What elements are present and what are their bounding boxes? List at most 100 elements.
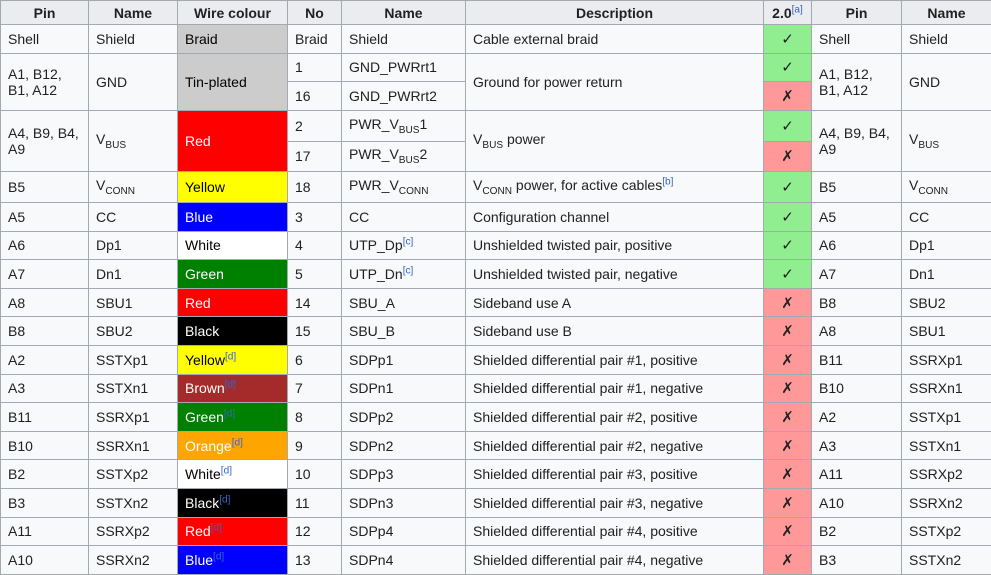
reference-link[interactable]: [a] [791,3,803,15]
signal-name-cell: Shield [341,24,466,54]
name-cell-right: SSRXn2 [901,487,991,518]
text: SBU_A [349,294,395,311]
text: SSTXn2 [96,494,149,511]
column-header-description: Description [465,0,764,25]
name-cell: Shield [88,24,178,54]
wire-colour-cell: White [177,230,288,261]
text: SBU2 [909,294,946,311]
pin-cell: B3 [0,487,89,518]
signal-name-cell: GND_PWRrt2 [341,81,466,111]
text: Blue [185,552,214,569]
wire-colour-cell: Red[d] [177,516,288,547]
name-cell-right: VBUS [901,109,991,173]
wire-number-cell: 3 [287,202,342,232]
signal-name-cell: UTP_Dp[c] [341,230,466,261]
reference-link[interactable]: [d] [220,465,233,477]
usb2-support-cell: ✗ [763,316,812,346]
text: Cable external braid [473,30,599,47]
name-cell: SSTXp1 [88,345,178,375]
text: Ground for power return [473,73,623,90]
text: SSRXp1 [96,408,150,425]
table-row-dn1: A7 Dn1 Green 5 UTP_Dn[c] Unshielded twis… [0,259,991,289]
usb2-support-cell: ✗ [763,545,812,575]
text: V [909,177,919,194]
description-cell: Shielded differential pair #3, negative [465,487,764,518]
pin-cell-right: A2 [811,402,902,432]
subscript-text: CONN [398,186,429,198]
reference-link[interactable]: [d] [224,379,236,391]
usb2-support-cell: ✗ [763,287,812,318]
reference-link[interactable]: [b] [662,176,674,188]
wire-number-cell: 17 [287,140,342,173]
text: Shielded differential pair #4, negative [473,552,704,569]
text: GND [96,73,128,90]
name-cell-right: Dp1 [901,230,991,261]
reference-link[interactable]: [d] [219,494,231,506]
text: Shielded differential pair #3, negative [473,494,704,511]
text: SSRXp2 [909,466,963,483]
description-cell: Cable external braid [465,24,764,54]
wire-colour-cell: Green[d] [177,402,288,432]
header-row: Pin Name Wire colour No Name Description… [0,0,991,25]
pin-cell: A7 [0,259,89,289]
text: Orange [185,437,232,454]
table-row-ssrxn2: A10 SSRXn2 Blue[d] 13 SDPn4 Shielded dif… [0,545,991,575]
pin-cell: B5 [0,171,89,204]
text: SSTXn2 [909,552,962,569]
text: power [503,131,546,148]
text: Sideband use A [473,294,572,311]
text: Braid [185,30,218,47]
wire-number-cell: 4 [287,230,342,261]
text: SSTXn1 [909,437,962,454]
reference-link[interactable]: [c] [402,236,414,248]
reference-link[interactable]: [d] [231,436,243,448]
name-cell-right: Shield [901,24,991,54]
usb2-support-cell: ✗ [763,459,812,489]
usb2-support-cell: ✗ [763,402,812,432]
signal-name-cell: GND_PWRrt1 [341,52,466,83]
text: Black [185,323,220,340]
subscript-text: BUS [398,155,420,167]
description-cell: Ground for power return [465,52,764,111]
usb2-support-cell: ✗ [763,516,812,547]
reference-link[interactable]: [d] [223,408,236,420]
pin-cell: A3 [0,373,89,404]
signal-name-cell: CC [341,202,466,232]
name-cell-right: CC [901,202,991,232]
text: White [185,237,221,254]
pin-cell-right: B3 [811,545,902,575]
text: Shielded differential pair #1, positive [473,351,698,368]
text: 1 [419,115,428,132]
pin-cell: B11 [0,402,89,432]
signal-name-cell: PWR_VBUS2 [341,140,466,173]
usb2-support-cell: ✗ [763,81,812,111]
text: Shield [909,30,948,47]
reference-link[interactable]: [d] [213,551,225,563]
table-row-sstxp1: A2 SSTXp1 Yellow[d] 6 SDPp1 Shielded dif… [0,345,991,375]
text: UTP_Dn [349,266,403,283]
text: SSTXn1 [96,380,149,397]
pin-cell-right: A3 [811,430,902,461]
description-cell: Shielded differential pair #1, positive [465,345,764,375]
text: CC [909,208,930,225]
text: SBU_B [349,323,395,340]
usb2-support-cell: ✗ [763,345,812,375]
subscript-text: BUS [105,139,127,151]
name-cell-right: SSRXn1 [901,373,991,404]
name-cell-right: SBU2 [901,287,991,318]
text: SSRXp2 [96,523,150,540]
description-cell: Shielded differential pair #4, positive [465,516,764,547]
reference-link[interactable]: [d] [224,351,237,363]
reference-link[interactable]: [d] [210,522,222,534]
name-cell: SSRXn2 [88,545,178,575]
pin-cell-right: A6 [811,230,902,261]
wire-colour-cell: Blue [177,202,288,232]
name-cell-right: SSRXp2 [901,459,991,489]
text: Dn1 [96,266,122,283]
pin-cell-right: B8 [811,287,902,318]
reference-link[interactable]: [c] [402,265,414,277]
wire-colour-cell: Black[d] [177,487,288,518]
description-cell: Shielded differential pair #2, positive [465,402,764,432]
text: Yellow [185,179,225,196]
